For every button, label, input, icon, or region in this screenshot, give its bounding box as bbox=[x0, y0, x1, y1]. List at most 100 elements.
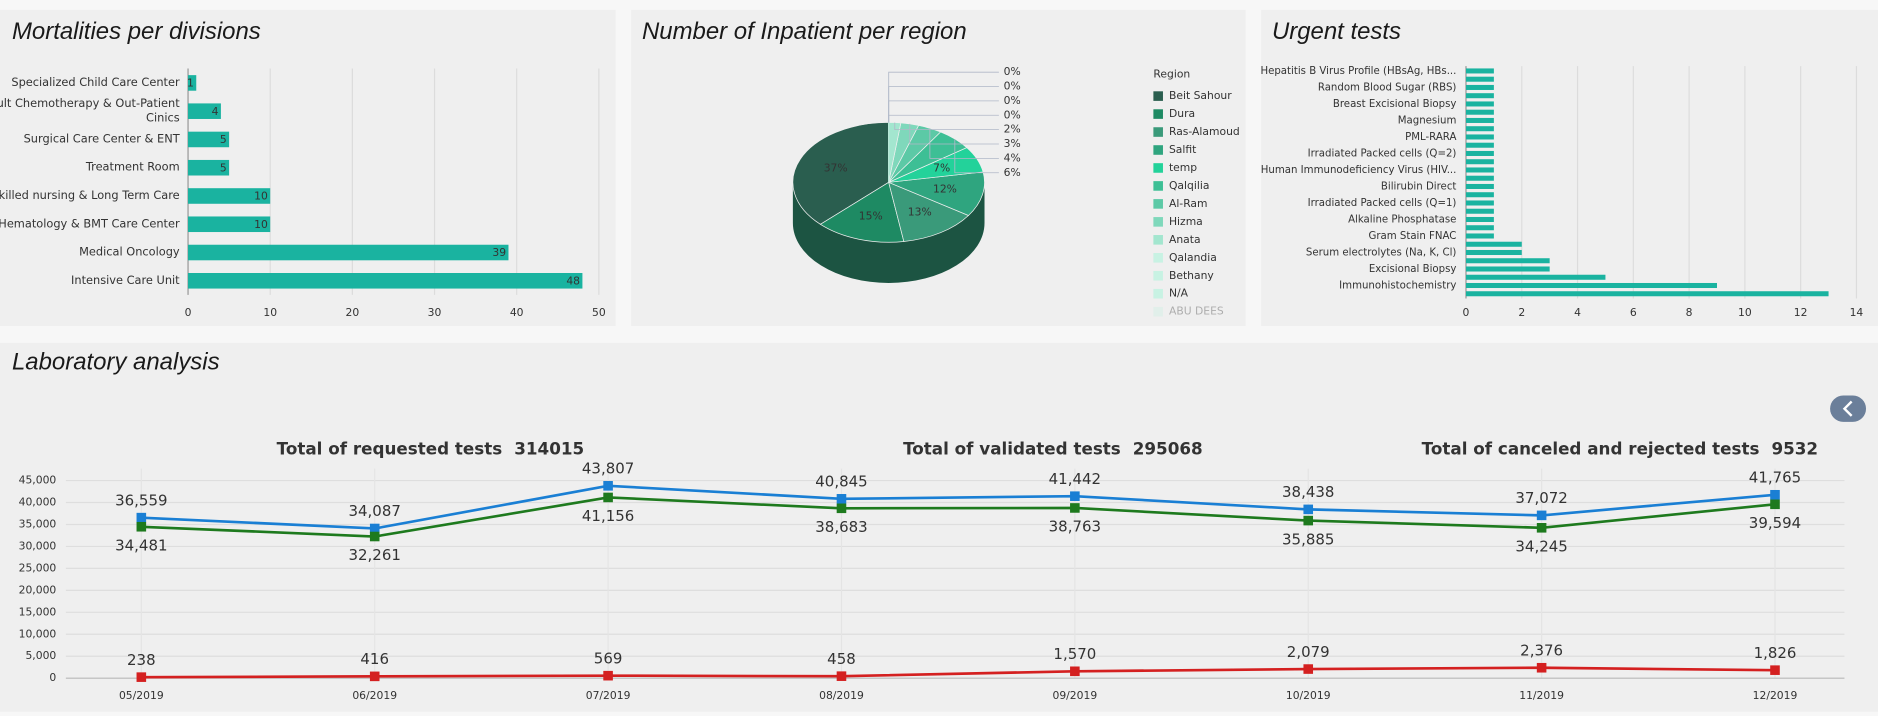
series-line bbox=[141, 666, 1776, 679]
series-total: 9532 bbox=[1771, 438, 1818, 458]
point-marker bbox=[1770, 489, 1780, 500]
slice-label: 12% bbox=[933, 183, 957, 196]
bar bbox=[1465, 282, 1717, 289]
point-marker bbox=[836, 494, 847, 504]
point-marker bbox=[1070, 491, 1080, 501]
data-label: 37,072 bbox=[1515, 489, 1567, 507]
legend-label: Hizma bbox=[1169, 215, 1203, 228]
label-line: Adult Chemotherapy & Out-Patient bbox=[0, 96, 180, 110]
bar bbox=[188, 75, 197, 91]
series-header: Total of validated tests 295068 bbox=[903, 438, 1203, 458]
pie-slice bbox=[819, 181, 905, 243]
bar bbox=[188, 216, 271, 233]
leader-line bbox=[909, 123, 999, 145]
point-marker bbox=[369, 523, 380, 534]
bar bbox=[188, 244, 509, 261]
data-label: 40,845 bbox=[815, 473, 867, 491]
bar bbox=[1465, 233, 1494, 239]
category-label: PML-RARA bbox=[1405, 132, 1456, 143]
data-label: 1,570 bbox=[1053, 645, 1096, 663]
x-tick-label: 50 bbox=[592, 306, 606, 319]
x-tick-label: 30 bbox=[428, 306, 442, 319]
bar bbox=[1465, 142, 1494, 148]
x-tick-label: 6 bbox=[1630, 306, 1637, 319]
category-label: Breast Excisional Biopsy bbox=[1333, 99, 1457, 110]
series-total: 314015 bbox=[514, 438, 584, 458]
y-tick-label: 45,000 bbox=[19, 474, 57, 487]
point-marker bbox=[1536, 523, 1547, 533]
bar bbox=[1465, 266, 1550, 272]
x-tick-label: 09/2019 bbox=[1052, 689, 1097, 702]
x-tick-label: 06/2019 bbox=[352, 689, 397, 702]
category-label: Serum electrolytes (Na, K, Cl) bbox=[1306, 247, 1457, 258]
legend-swatch bbox=[1153, 252, 1163, 263]
x-tick-label: 08/2019 bbox=[819, 689, 864, 702]
point-marker bbox=[1303, 664, 1314, 674]
bar bbox=[1465, 225, 1494, 231]
y-tick-label: 25,000 bbox=[19, 561, 57, 574]
category-label: Intensive Care Unit bbox=[71, 273, 180, 287]
data-label: 38,438 bbox=[1282, 483, 1334, 501]
data-label: 1,826 bbox=[1754, 644, 1797, 662]
series-header: Total of requested tests 314015 bbox=[277, 438, 585, 458]
category-label: Gram Stain FNAC bbox=[1368, 231, 1456, 242]
slice-label: 0% bbox=[1004, 80, 1021, 93]
legend-label: Dura bbox=[1169, 107, 1195, 120]
bar bbox=[1465, 117, 1494, 123]
point-marker bbox=[1303, 515, 1314, 526]
bar bbox=[1465, 76, 1494, 82]
category-label: Skilled nursing & Long Term Care bbox=[0, 188, 180, 202]
slice-label: 0% bbox=[1004, 94, 1021, 107]
category-label: Immunohistochemistry bbox=[1339, 281, 1456, 292]
x-tick-label: 10/2019 bbox=[1286, 689, 1331, 702]
legend-swatch bbox=[1153, 199, 1163, 209]
data-label: 2,079 bbox=[1287, 643, 1330, 661]
point-marker bbox=[369, 531, 380, 542]
legend-swatch bbox=[1153, 127, 1163, 137]
data-label: 38,763 bbox=[1049, 518, 1101, 536]
slice-label: 7% bbox=[933, 161, 950, 174]
leader-line bbox=[954, 138, 999, 174]
data-label: 41,765 bbox=[1749, 469, 1801, 487]
bar bbox=[188, 188, 271, 204]
x-tick-label: 12 bbox=[1794, 306, 1808, 319]
category-label: Specialized Child Care Center bbox=[11, 75, 180, 89]
y-tick-label: 40,000 bbox=[19, 496, 57, 509]
chevron-icon[interactable] bbox=[1842, 400, 1853, 417]
x-tick-label: 8 bbox=[1686, 306, 1693, 319]
data-label: 35,885 bbox=[1282, 530, 1334, 548]
y-tick-label: 0 bbox=[49, 671, 56, 684]
point-marker bbox=[1770, 499, 1780, 510]
bar bbox=[1465, 216, 1494, 223]
legend-label: Qalandia bbox=[1169, 251, 1217, 264]
category-label: Hematology & BMT Care Center bbox=[0, 216, 180, 230]
slice-label: 0% bbox=[1004, 108, 1021, 121]
x-tick-label: 0 bbox=[185, 306, 192, 319]
data-label: 34,481 bbox=[115, 536, 167, 554]
series-name: Total of requested tests bbox=[277, 438, 503, 458]
panel bbox=[0, 342, 1878, 712]
slice-label: 3% bbox=[1004, 137, 1021, 150]
x-tick-label: 2 bbox=[1518, 306, 1525, 319]
data-label: 41,442 bbox=[1049, 470, 1101, 488]
point-marker bbox=[836, 671, 847, 681]
legend-swatch bbox=[1153, 288, 1163, 299]
legend-label: Anata bbox=[1169, 233, 1201, 246]
collapse-button[interactable] bbox=[1830, 395, 1867, 422]
slice-label: 15% bbox=[859, 209, 883, 222]
category-label: Bilirubin Direct bbox=[1381, 181, 1457, 192]
legend-swatch bbox=[1153, 163, 1163, 173]
button-bg[interactable] bbox=[1830, 395, 1867, 422]
pie-slice bbox=[888, 181, 970, 242]
data-label: 2,376 bbox=[1520, 641, 1563, 659]
legend-swatch bbox=[1153, 217, 1163, 227]
legend-label: ABU DEES bbox=[1169, 305, 1224, 318]
bar bbox=[1465, 258, 1550, 264]
slice-label: 4% bbox=[1004, 151, 1021, 164]
data-label: 1 bbox=[187, 77, 194, 90]
point-marker bbox=[1770, 665, 1780, 675]
slice-label: 2% bbox=[1004, 123, 1021, 136]
legend-swatch bbox=[1153, 145, 1163, 155]
bar bbox=[1465, 274, 1606, 280]
